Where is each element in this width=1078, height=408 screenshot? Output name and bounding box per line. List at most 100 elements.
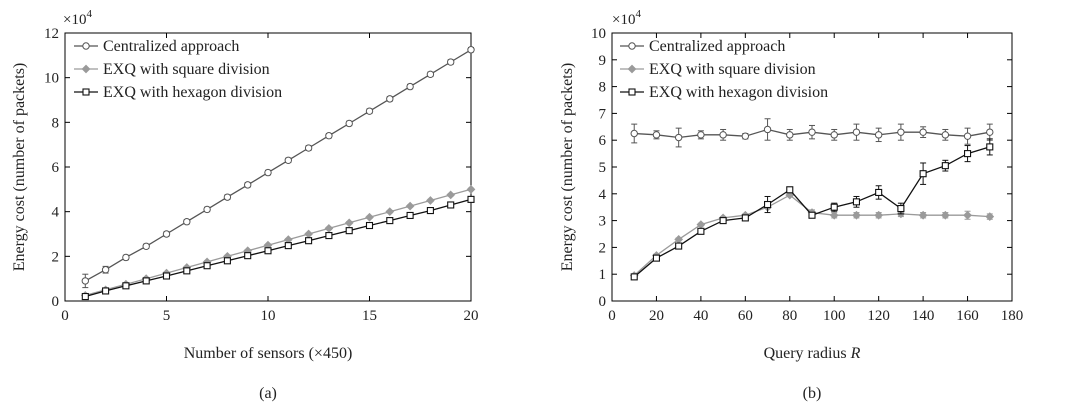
caption-b: (b) — [803, 385, 822, 402]
data-point — [741, 132, 750, 140]
legend-label: Centralized approach — [103, 38, 239, 55]
data-point — [345, 119, 353, 128]
legend-label: EXQ with hexagon division — [649, 84, 828, 101]
y-tick-label: 8 — [52, 115, 60, 131]
x-tick-label: 120 — [867, 308, 890, 324]
y-axis-label-b: Energy cost (number of packets) — [559, 63, 576, 272]
data-point — [345, 227, 353, 235]
series-square — [81, 195, 475, 301]
legend-label: EXQ with hexagon division — [103, 84, 282, 101]
data-point — [81, 292, 89, 301]
y-tick-label: 0 — [599, 294, 607, 310]
data-point — [426, 207, 434, 215]
y-tick-label: 4 — [599, 187, 607, 203]
data-point — [223, 257, 231, 265]
legend-marker — [628, 42, 636, 50]
data-point — [652, 254, 660, 262]
data-point — [183, 218, 191, 226]
data-point — [697, 227, 705, 235]
data-point — [918, 210, 928, 220]
data-point — [764, 200, 772, 209]
data-point — [405, 201, 415, 211]
data-point — [466, 184, 476, 194]
data-point — [986, 143, 994, 151]
data-point — [325, 132, 333, 140]
y-multiplier-a: ×104 — [63, 8, 92, 28]
data-point — [897, 128, 905, 136]
data-point — [830, 203, 838, 211]
data-point — [304, 229, 313, 239]
data-point — [446, 190, 456, 200]
data-point — [919, 128, 927, 136]
x-tick-label: 0 — [608, 308, 616, 324]
series-line — [84, 49, 472, 282]
data-point — [223, 193, 232, 201]
y-tick-label: 6 — [599, 133, 607, 149]
data-point — [808, 211, 816, 219]
legend-marker — [82, 88, 90, 96]
data-point — [830, 131, 838, 139]
data-point — [630, 273, 638, 281]
y-tick-label: 8 — [599, 80, 607, 96]
data-point — [763, 125, 772, 134]
data-point — [162, 230, 171, 238]
data-point — [652, 131, 661, 139]
x-tick-label: 20 — [649, 308, 664, 324]
x-tick-label: 5 — [163, 308, 171, 324]
series-group-a — [80, 46, 476, 301]
data-point — [697, 131, 705, 139]
data-point — [719, 217, 727, 225]
data-point — [304, 144, 313, 152]
series-line — [633, 194, 990, 276]
data-point — [426, 196, 435, 205]
data-point — [875, 188, 883, 197]
chart-a: 0 5 10 15 20 0 2 4 6 8 10 12 Centralized approach EX… — [11, 8, 479, 402]
y-tick-label: 12 — [44, 26, 59, 42]
data-point — [829, 210, 839, 220]
series-circle — [630, 118, 994, 148]
y-tick-label: 1 — [599, 267, 607, 283]
legend-a: Centralized approach EXQ with square divi… — [74, 38, 282, 101]
data-point — [264, 168, 272, 177]
data-point — [386, 95, 394, 103]
legend-marker — [628, 88, 636, 96]
y-tick-label: 3 — [599, 214, 607, 230]
legend-marker — [627, 64, 637, 74]
legend-label: EXQ with square division — [649, 61, 816, 78]
y-tick-label: 6 — [52, 160, 60, 176]
legend-label: Centralized approach — [649, 38, 785, 55]
data-point — [786, 186, 794, 194]
data-point — [986, 128, 994, 136]
data-point — [244, 252, 252, 260]
x-axis-label-a: Number of sensors (×450) — [184, 345, 353, 362]
data-point — [122, 253, 130, 262]
y-tick-label: 2 — [52, 249, 60, 265]
data-point — [102, 287, 110, 295]
data-point — [852, 210, 861, 220]
data-point — [142, 242, 150, 250]
data-point — [897, 204, 905, 213]
data-point — [940, 210, 950, 220]
data-point — [81, 277, 90, 285]
data-point — [122, 282, 130, 290]
axis-ticks-b: 0 20 40 60 80 100 120 140 160 180 0 1 2 3 4 5 6 7 8 9 10 — [591, 26, 1023, 324]
data-point — [183, 267, 191, 275]
data-point — [719, 131, 727, 139]
data-point — [674, 133, 683, 142]
x-axis-label-b: Query radius R — [764, 345, 861, 362]
data-point — [305, 237, 313, 245]
series-diamond — [629, 190, 995, 280]
data-point — [365, 107, 374, 115]
y-axis-label-a: Energy cost (number of packets) — [11, 63, 28, 272]
data-point — [324, 224, 334, 233]
data-point — [365, 212, 374, 222]
legend-label: EXQ with square division — [103, 61, 270, 78]
data-point — [964, 150, 972, 158]
data-point — [467, 195, 475, 203]
x-tick-label: 40 — [693, 308, 708, 324]
data-point — [941, 162, 949, 170]
x-tick-label: 100 — [823, 308, 846, 324]
data-point — [874, 210, 884, 220]
y-tick-label: 5 — [599, 160, 607, 176]
x-tick-label: 60 — [738, 308, 753, 324]
